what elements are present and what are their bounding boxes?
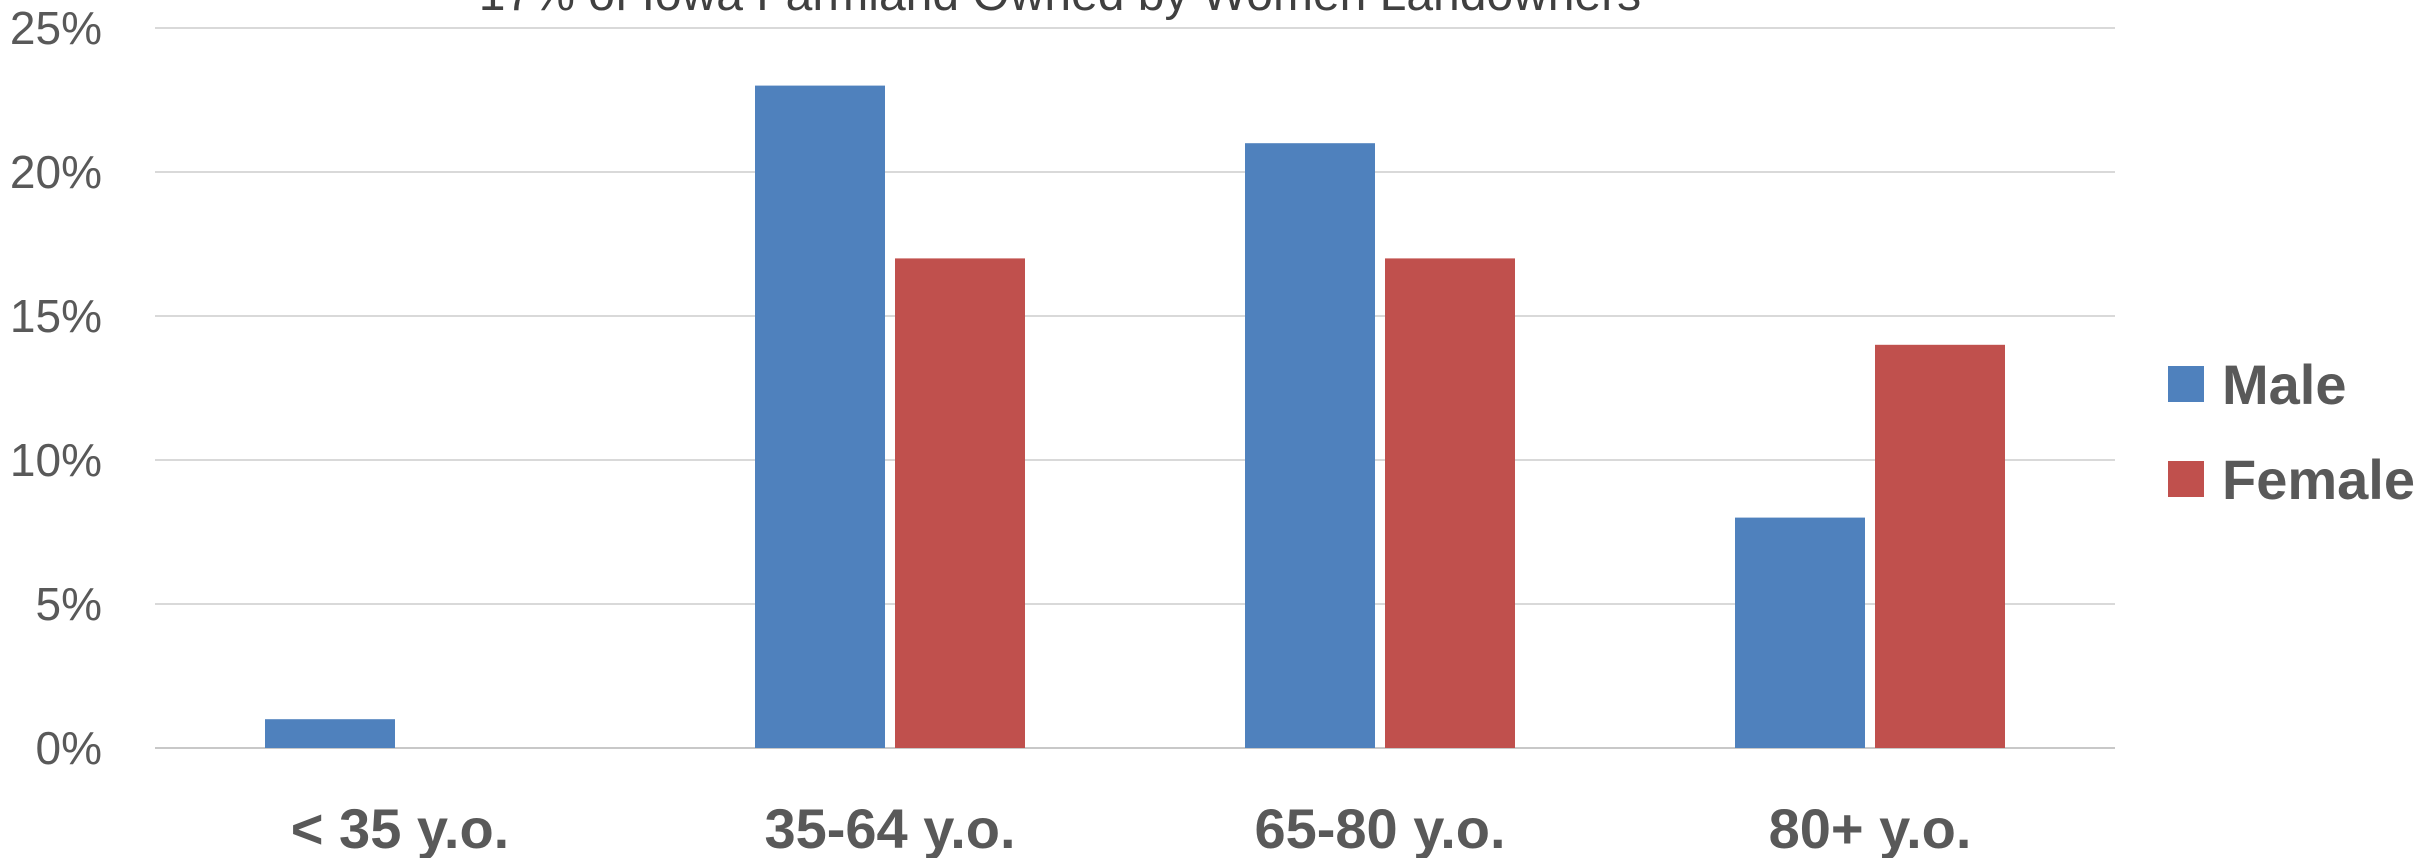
y-tick-label: 10% (10, 434, 102, 486)
bar-male-1 (755, 85, 885, 749)
x-axis-categories: < 35 y.o. 35-64 y.o. 65-80 y.o. 80+ y.o. (291, 797, 1972, 858)
legend-swatch-female (2168, 461, 2204, 497)
chart-title: 17% of Iowa Farmland Owned by Women Land… (479, 0, 1641, 21)
bar-male-3 (1735, 517, 1865, 748)
bar-male-0 (265, 719, 395, 748)
y-tick-label: 25% (10, 2, 102, 54)
legend-label-female: Female (2222, 448, 2415, 511)
bar-male-2 (1245, 143, 1375, 748)
legend-label-male: Male (2222, 353, 2347, 416)
bar-female-3 (1875, 344, 2005, 748)
x-category-label: < 35 y.o. (291, 797, 509, 858)
x-category-label: 65-80 y.o. (1254, 797, 1505, 858)
y-axis-ticks: 0% 5% 10% 15% 20% 25% (10, 2, 102, 774)
bar-female-2 (1385, 258, 1515, 748)
bar-female-1 (895, 258, 1025, 748)
bars (265, 85, 2005, 749)
x-category-label: 35-64 y.o. (764, 797, 1015, 858)
y-tick-label: 0% (36, 722, 102, 774)
y-tick-label: 15% (10, 290, 102, 342)
y-tick-label: 5% (36, 578, 102, 630)
legend-swatch-male (2168, 366, 2204, 402)
legend: Male Female (2168, 353, 2415, 511)
x-category-label: 80+ y.o. (1769, 797, 1972, 858)
y-tick-label: 20% (10, 146, 102, 198)
